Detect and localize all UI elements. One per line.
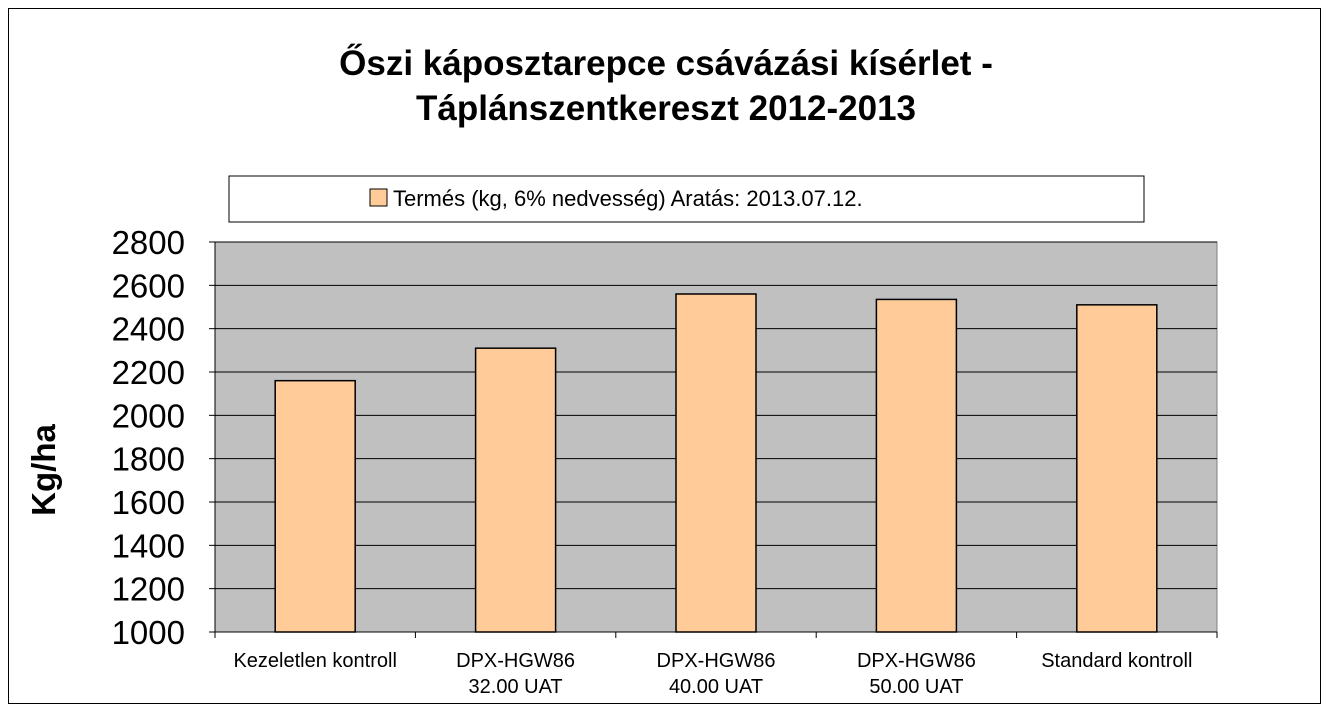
y-tick-label: 1000 — [112, 614, 185, 651]
x-tick-label: 40.00 UAT — [669, 676, 763, 698]
bar — [474, 347, 557, 633]
y-tick-label: 2600 — [112, 267, 185, 304]
legend-label: Termés (kg, 6% nedvesség) Aratás: 2013.0… — [393, 186, 863, 211]
y-tick-label: 1800 — [112, 441, 185, 478]
y-tick-label: 1200 — [112, 571, 185, 608]
y-tick-label: 1600 — [112, 484, 185, 521]
y-tick-label: 1400 — [112, 527, 185, 564]
y-tick-label: 2000 — [112, 397, 185, 434]
y-tick-label: 2200 — [112, 354, 185, 391]
chart-title-line-1: Őszi káposztarepce csávázási kísérlet - — [339, 43, 993, 83]
x-tick-label: 50.00 UAT — [869, 676, 963, 698]
x-tick-label: DPX-HGW86 — [657, 650, 776, 672]
x-tick-label: 32.00 UAT — [469, 676, 563, 698]
x-tick-label: DPX-HGW86 — [857, 650, 976, 672]
y-tick-label: 2800 — [112, 224, 185, 261]
chart-title-line-2: Táplánszentkereszt 2012-2013 — [416, 89, 916, 128]
y-tick-label: 2400 — [112, 311, 185, 348]
x-tick-label: Standard kontroll — [1041, 650, 1192, 672]
bar — [875, 298, 958, 633]
bar — [274, 379, 356, 633]
y-axis-label: Kg/ha — [25, 424, 62, 516]
x-tick-label: Kezeletlen kontroll — [233, 650, 396, 672]
x-tick-label: DPX-HGW86 — [456, 650, 575, 672]
bar — [675, 293, 757, 633]
bar — [1076, 304, 1158, 633]
legend-swatch — [369, 188, 388, 207]
